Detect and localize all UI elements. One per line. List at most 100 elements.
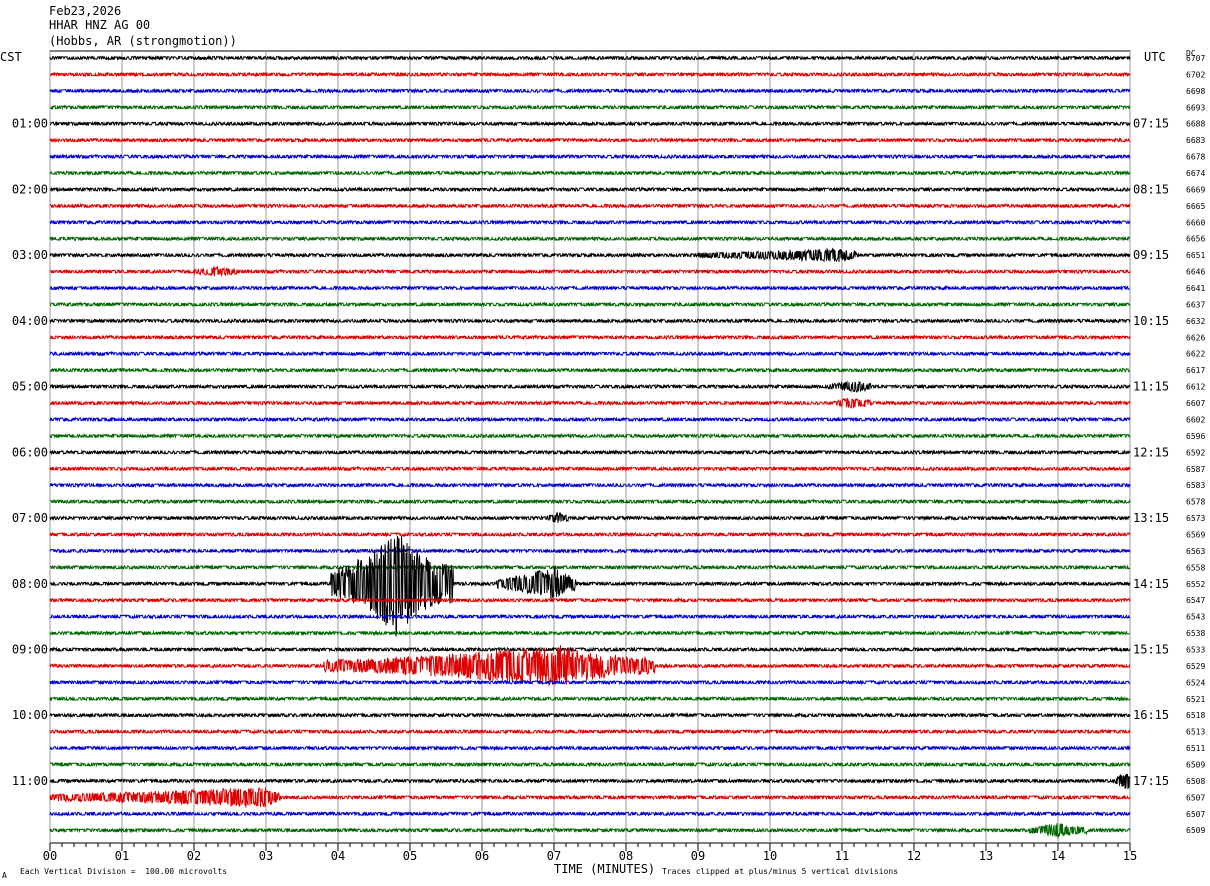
dc-offset-label: 6707 <box>1186 54 1205 63</box>
dc-offset-label: 6547 <box>1186 596 1205 605</box>
dc-offset-label: 6656 <box>1186 235 1205 244</box>
right-timezone-label: UTC <box>1144 50 1166 64</box>
left-hour-label: 10:00 <box>12 708 48 722</box>
dc-header-label: DC <box>1186 49 1196 58</box>
right-hour-label: 14:15 <box>1133 577 1169 591</box>
seismic-trace <box>49 169 1131 177</box>
seismic-trace <box>49 547 1131 555</box>
left-hour-label: 04:00 <box>12 314 48 328</box>
left-hour-label: 05:00 <box>12 380 48 394</box>
seismic-trace <box>49 350 1131 357</box>
seismic-trace <box>49 773 1131 790</box>
seismic-trace <box>49 247 1131 263</box>
dc-offset-label: 6507 <box>1186 810 1205 819</box>
grid-lines <box>49 50 1131 851</box>
seismic-trace <box>49 380 1131 393</box>
seismic-traces <box>49 54 1131 840</box>
seismic-trace <box>49 71 1131 78</box>
dc-offset-label: 6688 <box>1186 120 1205 129</box>
dc-offset-label: 6602 <box>1186 415 1205 424</box>
dc-offset-label: 6513 <box>1186 728 1205 737</box>
dc-offset-label: 6533 <box>1186 645 1205 654</box>
dc-offset-label: 6587 <box>1186 465 1205 474</box>
dc-offset-label: 6538 <box>1186 629 1205 638</box>
seismic-trace <box>49 317 1131 325</box>
dc-offset-label: 6518 <box>1186 711 1205 720</box>
seismic-trace <box>49 153 1131 160</box>
plot-frame <box>49 50 1131 844</box>
seismic-trace <box>49 761 1131 768</box>
seismic-trace <box>49 695 1131 702</box>
x-tick-label: 15 <box>1123 849 1137 863</box>
left-hour-label: 06:00 <box>12 445 48 459</box>
dc-offset-label: 6578 <box>1186 498 1205 507</box>
dc-offset-label: 6607 <box>1186 399 1205 408</box>
seismic-trace <box>49 54 1131 62</box>
seismic-trace <box>49 284 1131 292</box>
x-tick-label: 09 <box>691 849 705 863</box>
right-hour-label: 10:15 <box>1133 314 1169 328</box>
dc-offset-label: 6573 <box>1186 514 1205 523</box>
dc-offset-label: 6508 <box>1186 777 1205 786</box>
seismic-trace <box>49 646 1131 653</box>
dc-offset-label: 6698 <box>1186 87 1205 96</box>
right-hour-label: 17:15 <box>1133 774 1169 788</box>
axis-labels: 00 01 02 03 04 05 06 07 08 09 10 11 12 13 14 15 6707 6702… <box>12 54 1206 863</box>
station-location: (Hobbs, AR (strongmotion)) <box>49 34 237 48</box>
right-hour-label: 16:15 <box>1133 708 1169 722</box>
seismic-trace <box>49 449 1131 456</box>
seismic-trace <box>49 498 1131 505</box>
dc-offset-label: 6563 <box>1186 547 1205 556</box>
dc-offset-label: 6569 <box>1186 530 1205 539</box>
seismic-trace <box>49 120 1131 127</box>
x-tick-label: 05 <box>403 849 417 863</box>
dc-offset-label: 6651 <box>1186 251 1205 260</box>
dc-offset-label: 6511 <box>1186 744 1205 753</box>
x-tick-label: 13 <box>979 849 993 863</box>
dc-offset-label: 6507 <box>1186 793 1205 802</box>
dc-offset-label: 6626 <box>1186 333 1205 342</box>
right-hour-label: 08:15 <box>1133 182 1169 196</box>
dc-offset-label: 6660 <box>1186 218 1205 227</box>
right-hour-label: 11:15 <box>1133 380 1169 394</box>
dc-offset-label: 6612 <box>1186 383 1205 392</box>
dc-offset-label: 6509 <box>1186 826 1205 835</box>
x-tick-label: 14 <box>1051 849 1065 863</box>
dc-offset-label: 6665 <box>1186 202 1205 211</box>
seismic-trace <box>49 645 1131 687</box>
seismic-trace <box>49 744 1131 752</box>
seismic-trace <box>49 334 1131 341</box>
seismic-trace <box>49 810 1131 817</box>
seismic-trace <box>49 186 1131 193</box>
left-hour-label: 07:00 <box>12 511 48 525</box>
x-tick-label: 12 <box>907 849 921 863</box>
x-tick-label: 01 <box>115 849 129 863</box>
dc-offset-label: 6543 <box>1186 613 1205 622</box>
left-hour-label: 03:00 <box>12 248 48 262</box>
dc-offset-label: 6521 <box>1186 695 1205 704</box>
seismic-trace <box>49 104 1131 111</box>
dc-offset-label: 6632 <box>1186 317 1205 326</box>
dc-offset-label: 6524 <box>1186 678 1205 687</box>
clip-note: Traces clipped at plus/minus 5 vertical … <box>662 867 899 876</box>
dc-offset-label: 6529 <box>1186 662 1205 671</box>
right-hour-label: 15:15 <box>1133 642 1169 656</box>
x-tick-label: 10 <box>763 849 777 863</box>
x-tick-label: 02 <box>187 849 201 863</box>
seismic-trace <box>49 712 1131 719</box>
dc-offset-label: 6617 <box>1186 366 1205 375</box>
dc-offset-label: 6646 <box>1186 268 1205 277</box>
dc-offset-label: 6702 <box>1186 70 1205 79</box>
seismic-trace <box>49 535 1131 637</box>
dc-offset-label: 6592 <box>1186 448 1205 457</box>
left-hour-label: 02:00 <box>12 182 48 196</box>
seismic-trace <box>49 823 1131 840</box>
seismic-trace <box>49 432 1131 440</box>
station-code: HHAR HNZ AG 00 <box>49 18 151 32</box>
right-hour-label: 13:15 <box>1133 511 1169 525</box>
left-hour-label: 08:00 <box>12 577 48 591</box>
x-tick-label: 11 <box>835 849 849 863</box>
x-tick-label: 07 <box>547 849 561 863</box>
seismic-trace <box>49 219 1131 226</box>
